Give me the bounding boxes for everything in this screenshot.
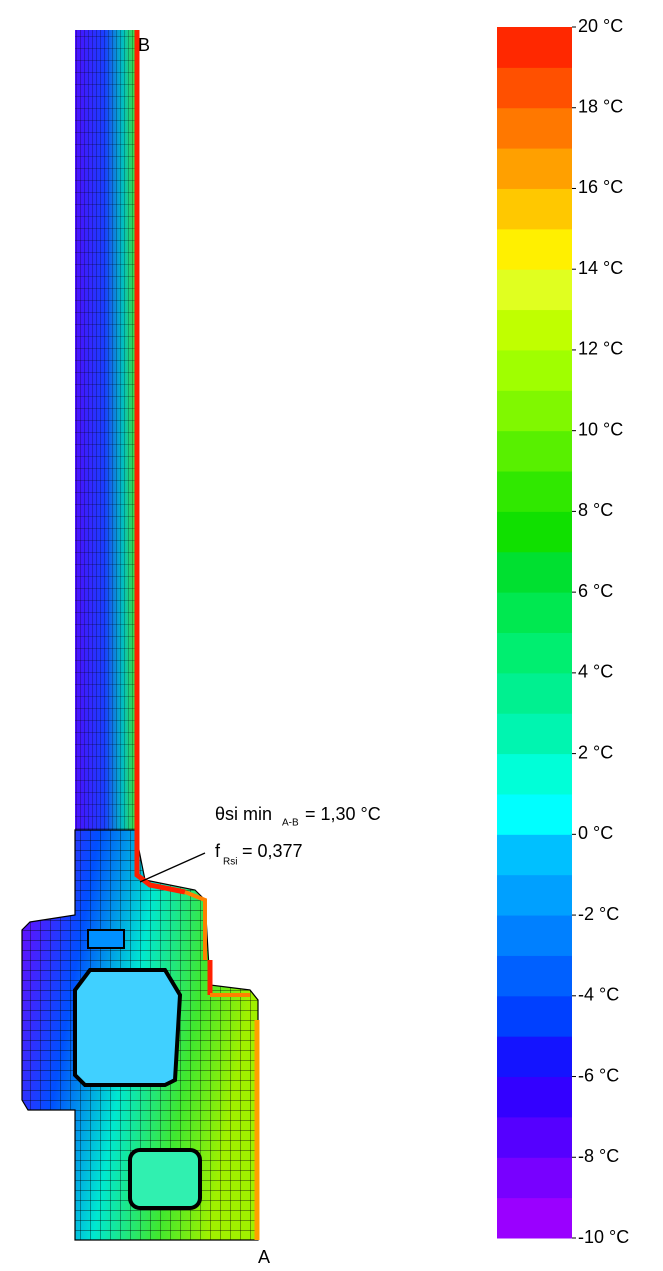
tick-label: -10 °C: [578, 1227, 629, 1247]
tick-label: -2 °C: [578, 904, 619, 924]
color-band: [497, 1198, 572, 1239]
f-subscript: Rsi: [223, 857, 237, 868]
color-band: [497, 834, 572, 875]
tick-label: 20 °C: [578, 16, 623, 36]
color-band: [497, 1117, 572, 1158]
tick-label: -6 °C: [578, 1065, 619, 1085]
color-band: [497, 633, 572, 674]
tick-label: -8 °C: [578, 1146, 619, 1166]
color-band: [497, 673, 572, 714]
color-band: [497, 27, 572, 68]
color-band: [497, 148, 572, 189]
chart: B A θsi min A-B = 1,30 °C f Rsi = 0,377 …: [0, 0, 663, 1271]
color-band: [497, 754, 572, 795]
tick-label: 0 °C: [578, 823, 613, 843]
color-band: [497, 955, 572, 996]
f-label: f: [215, 841, 221, 861]
tick-label: 10 °C: [578, 419, 623, 439]
tick-label: 18 °C: [578, 96, 623, 116]
tick-label: 12 °C: [578, 339, 623, 359]
color-band: [497, 350, 572, 391]
color-band: [497, 875, 572, 916]
color-band: [497, 511, 572, 552]
color-band: [497, 67, 572, 108]
color-band: [497, 188, 572, 229]
tick-label: 14 °C: [578, 258, 623, 278]
tick-label: 6 °C: [578, 581, 613, 601]
theta-label: θsi min: [215, 804, 272, 824]
color-band: [497, 1157, 572, 1198]
tick-label: 8 °C: [578, 500, 613, 520]
theta-value: = 1,30 °C: [305, 804, 381, 824]
color-band: [497, 390, 572, 431]
color-band: [497, 269, 572, 310]
color-band: [497, 552, 572, 593]
color-band: [497, 229, 572, 270]
color-band: [497, 431, 572, 472]
section-drawing: [22, 30, 258, 1240]
point-a: A: [258, 1247, 270, 1267]
theta-subscript: A-B: [282, 818, 299, 829]
color-band: [497, 713, 572, 754]
color-band: [497, 996, 572, 1037]
color-band: [497, 310, 572, 351]
color-band: [497, 915, 572, 956]
tick-label: 4 °C: [578, 662, 613, 682]
color-band: [497, 108, 572, 149]
color-band: [497, 471, 572, 512]
color-band: [497, 1077, 572, 1118]
tick-label: 2 °C: [578, 742, 613, 762]
tick-label: 16 °C: [578, 177, 623, 197]
color-band: [497, 592, 572, 633]
f-value: = 0,377: [242, 841, 303, 861]
color-band: [497, 794, 572, 835]
tick-label: -4 °C: [578, 985, 619, 1005]
point-b: B: [138, 35, 150, 55]
color-band: [497, 1036, 572, 1077]
